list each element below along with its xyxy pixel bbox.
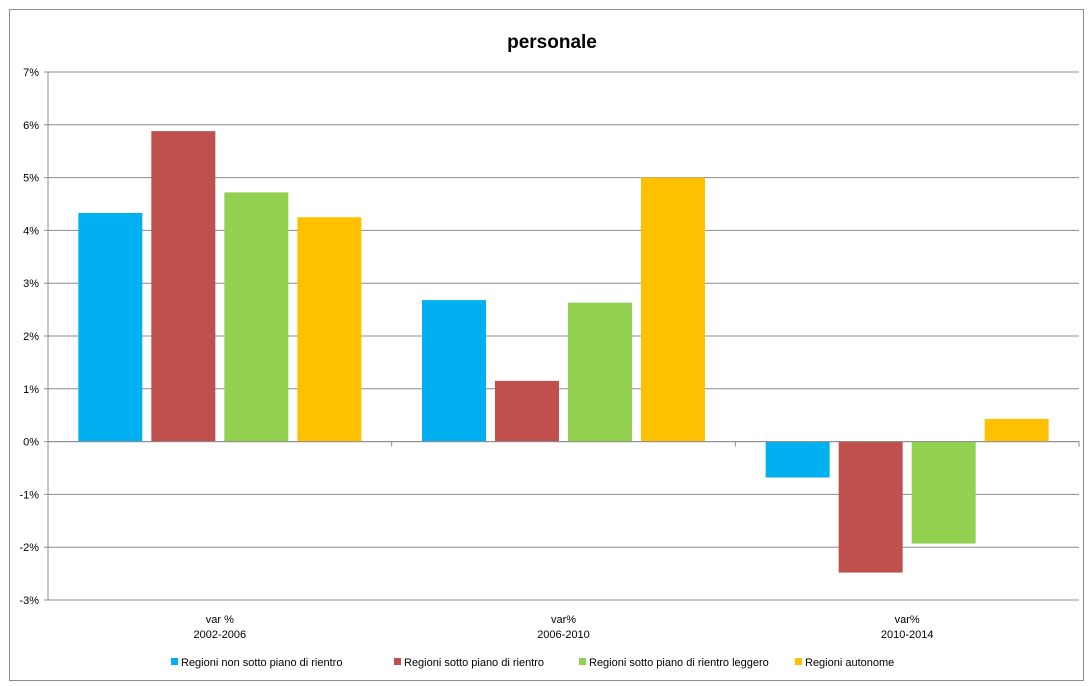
- bar-regioni-non-sotto-piano-di-rientro-1: [422, 300, 486, 442]
- y-tick-label: 6%: [23, 120, 39, 132]
- x-category-label: 2006-2010: [537, 629, 590, 641]
- legend-swatch: [394, 658, 401, 665]
- bar-regioni-autonome-1: [641, 177, 705, 442]
- x-category-label: var%: [895, 614, 920, 626]
- legend: Regioni non sotto piano di rientro Region…: [171, 657, 894, 669]
- bar-regioni-sotto-piano-di-rientro-2: [838, 441, 903, 573]
- bar-regioni-non-sotto-piano-di-rientro-2: [765, 441, 830, 478]
- legend-label: Regioni autonome: [805, 657, 894, 669]
- x-category-label: 2002-2006: [194, 629, 247, 641]
- bar-regioni-non-sotto-piano-di-rientro-0: [78, 212, 143, 442]
- bars: [78, 131, 1049, 573]
- legend-label: Regioni sotto piano di rientro leggero: [589, 657, 769, 669]
- bar-regioni-sotto-piano-di-rientro-leggero-0: [224, 192, 289, 442]
- y-tick-label: 4%: [23, 225, 39, 237]
- y-tick-label: -3%: [19, 595, 39, 607]
- legend-label: Regioni sotto piano di rientro: [404, 657, 544, 669]
- bar-regioni-sotto-piano-di-rientro-leggero-2: [911, 441, 976, 544]
- legend-label: Regioni non sotto piano di rientro: [181, 657, 342, 669]
- bar-regioni-autonome-2: [984, 418, 1049, 442]
- gridlines: [44, 71, 1079, 601]
- x-category-label: var %: [206, 614, 234, 626]
- x-axis: var % 2002-2006 var% 2006-2010 var% 2010-2014: [47, 441, 1080, 641]
- y-tick-label: -2%: [19, 542, 39, 554]
- y-tick-label: 3%: [23, 278, 39, 290]
- y-tick-label: 5%: [23, 173, 39, 185]
- y-tick-label: 0%: [23, 437, 39, 449]
- x-category-label: var%: [551, 614, 576, 626]
- x-category-label: 2010-2014: [881, 629, 934, 641]
- bar-regioni-sotto-piano-di-rientro-leggero-1: [568, 302, 632, 442]
- y-tick-label: -1%: [19, 489, 39, 501]
- bar-regioni-autonome-0: [297, 217, 362, 442]
- y-tick-label: 1%: [23, 384, 39, 396]
- y-tick-label: 2%: [23, 331, 39, 343]
- y-axis-ticks: 7% 6% 5% 4% 3% 2% 1% 0% -1% -2% -3%: [19, 67, 39, 607]
- bar-regioni-sotto-piano-di-rientro-0: [151, 131, 216, 442]
- bar-regioni-sotto-piano-di-rientro-1: [495, 380, 559, 442]
- chart-title: personale: [507, 32, 597, 53]
- y-tick-label: 7%: [23, 67, 39, 79]
- legend-swatch: [795, 658, 802, 665]
- legend-swatch: [579, 658, 586, 665]
- legend-swatch: [171, 658, 178, 665]
